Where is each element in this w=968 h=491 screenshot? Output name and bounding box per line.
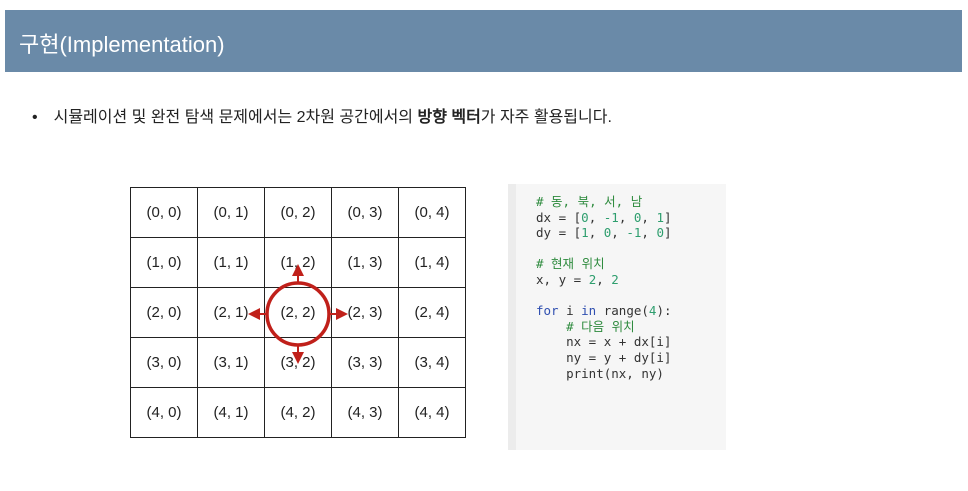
code-line: # 다음 위치 <box>536 319 726 335</box>
bullet-text: 시뮬레이션 및 완전 탐색 문제에서는 2차원 공간에서의 <box>53 109 418 126</box>
code-token: -1 <box>603 209 619 225</box>
code-token: , <box>641 209 657 225</box>
slide-title: 구현(Implementation) <box>19 32 225 57</box>
grid-row: (4, 0) (4, 1) (4, 2) (4, 3) (4, 4) <box>130 387 466 438</box>
code-line: # 동, 북, 서, 남 <box>536 194 726 210</box>
code-token: ): <box>656 303 672 319</box>
code-token: ny = y + dy[i] <box>536 349 672 365</box>
code-line: ny = y + dy[i] <box>536 350 726 366</box>
grid-cell: (0, 1) <box>197 187 265 238</box>
code-token: 0 <box>633 209 642 225</box>
code-token: , <box>588 225 604 241</box>
bullet-point: • 시뮬레이션 및 완전 탐색 문제에서는 2차원 공간에서의 방향 벡터가 자주… <box>32 103 612 127</box>
code-token: , <box>588 209 604 225</box>
code-token: , <box>596 271 612 287</box>
grid-cell: (0, 2) <box>264 187 332 238</box>
grid-cell: (4, 3) <box>331 387 399 438</box>
code-token: i <box>558 303 582 319</box>
code-line: x, y = 2, 2 <box>536 272 726 288</box>
code-token: x, y = <box>536 271 589 287</box>
grid-cell: (1, 1) <box>197 237 265 288</box>
grid-row: (0, 0) (0, 1) (0, 2) (0, 3) (0, 4) <box>130 187 466 238</box>
code-token: , <box>641 225 657 241</box>
bullet-bold-text: 방향 벡터 <box>417 109 481 126</box>
grid-cell: (4, 2) <box>264 387 332 438</box>
grid-cell: (4, 4) <box>398 387 466 438</box>
code-line: dx = [0, -1, 0, 1] <box>536 210 726 226</box>
grid-cell: (1, 4) <box>398 237 466 288</box>
grid-row: (2, 0) (2, 1) (2, 2) (2, 3) (2, 4) <box>130 287 466 338</box>
grid-cell: (0, 4) <box>398 187 466 238</box>
code-token: 0 <box>656 225 664 241</box>
code-token: nx = x + dx[i] <box>536 334 672 350</box>
code-token: 1 <box>581 225 589 241</box>
code-line: nx = x + dx[i] <box>536 334 726 350</box>
bullet-text-end: 가 자주 활용됩니다. <box>480 109 612 126</box>
code-line: print(nx, ny) <box>536 366 726 382</box>
code-token: , <box>618 209 634 225</box>
code-token: dx = [ <box>536 209 582 225</box>
code-token: 1 <box>656 209 664 225</box>
code-token: print(nx, ny) <box>536 365 664 381</box>
code-token: range( <box>596 303 649 319</box>
code-token: # 현재 위치 <box>536 256 605 272</box>
title-bar: 구현(Implementation) <box>5 10 962 72</box>
grid-cell: (3, 0) <box>130 337 198 388</box>
code-line: for i in range(4): <box>536 303 726 319</box>
code-block: # 동, 북, 서, 남 dx = [0, -1, 0, 1] dy = [1, 0… <box>508 184 726 450</box>
grid-cell: (4, 0) <box>130 387 198 438</box>
grid-cell: (2, 0) <box>130 287 198 338</box>
code-token: 0 <box>603 225 612 241</box>
code-token: # 다음 위치 <box>536 318 635 334</box>
code-token: ] <box>664 225 672 241</box>
code-line: # 현재 위치 <box>536 256 726 272</box>
grid-cell: (0, 0) <box>130 187 198 238</box>
code-token: in <box>581 303 597 319</box>
code-token: 0 <box>581 209 589 225</box>
code-token: 2 <box>588 271 597 287</box>
code-line: dy = [1, 0, -1, 0] <box>536 225 726 241</box>
code-line <box>536 288 726 304</box>
highlight-circle <box>265 281 331 347</box>
grid-cell: (3, 3) <box>331 337 399 388</box>
code-token: dy = [ <box>536 225 582 241</box>
grid-cell: (1, 0) <box>130 237 198 288</box>
code-token: 4 <box>648 303 657 319</box>
grid-cell: (2, 4) <box>398 287 466 338</box>
code-token: , <box>611 225 627 241</box>
code-token: 2 <box>611 271 619 287</box>
code-token: -1 <box>626 225 642 241</box>
grid-cell: (3, 4) <box>398 337 466 388</box>
coordinate-grid: (0, 0) (0, 1) (0, 2) (0, 3) (0, 4) (1, 0) (1, … <box>130 187 466 438</box>
code-line <box>536 241 726 257</box>
grid-row: (3, 0) (3, 1) (3, 2) (3, 3) (3, 4) <box>130 337 466 388</box>
code-token: for <box>536 303 559 319</box>
code-token: ] <box>664 209 672 225</box>
code-token: # 동, 북, 서, 남 <box>536 194 643 209</box>
bullet-dot: • <box>32 109 38 126</box>
